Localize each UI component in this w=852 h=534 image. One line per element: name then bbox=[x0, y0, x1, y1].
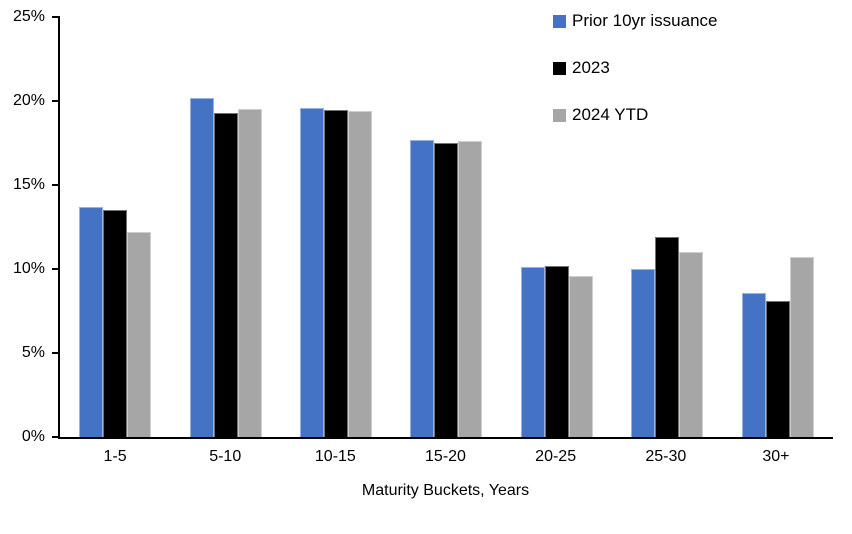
legend-swatch-icon bbox=[553, 61, 566, 75]
y-tick-mark bbox=[52, 100, 60, 102]
legend-label: 2024 YTD bbox=[572, 105, 649, 124]
bar-2023 bbox=[544, 265, 569, 437]
y-tick-mark bbox=[52, 352, 60, 354]
legend-label: 2023 bbox=[572, 58, 610, 77]
y-axis: 0% 5% 10% 15% 20% 25% bbox=[0, 8, 60, 445]
bar-group-15-20 bbox=[391, 17, 501, 437]
y-tick-mark bbox=[52, 436, 60, 438]
x-tick-label: 25-30 bbox=[645, 448, 687, 465]
legend-item: 2024 YTD bbox=[553, 104, 718, 126]
x-tick-label: 5-10 bbox=[209, 448, 242, 465]
bar-2023 bbox=[103, 210, 128, 437]
bar-2023 bbox=[655, 237, 680, 437]
bar-2023 bbox=[213, 112, 238, 437]
y-tick-label: 20% bbox=[12, 92, 45, 109]
x-tick-label: 10-15 bbox=[314, 448, 356, 465]
y-tick-mark bbox=[52, 268, 60, 270]
bar-group-10-15 bbox=[281, 17, 391, 437]
y-tick-label: 10% bbox=[12, 260, 45, 277]
bar-prior-10yr-issuance bbox=[631, 269, 656, 437]
y-tick-label: 15% bbox=[12, 176, 45, 193]
legend-item: 2023 bbox=[553, 57, 718, 79]
bar-prior-10yr-issuance bbox=[189, 97, 214, 437]
bar-prior-10yr-issuance bbox=[300, 107, 325, 437]
y-tick-mark bbox=[52, 184, 60, 186]
x-axis-labels: 1-5 5-10 10-15 15-20 20-25 25-30 30+ bbox=[60, 448, 831, 466]
legend-item: Prior 10yr issuance bbox=[553, 10, 718, 32]
bar-2024-ytd bbox=[348, 111, 373, 437]
x-tick-label: 15-20 bbox=[425, 448, 466, 465]
bar-group-30+ bbox=[723, 17, 833, 437]
bar-2023 bbox=[434, 143, 459, 437]
y-tick-label: 0% bbox=[21, 428, 45, 445]
bar-prior-10yr-issuance bbox=[520, 267, 545, 437]
bar-prior-10yr-issuance bbox=[410, 139, 435, 437]
bar-2023 bbox=[765, 300, 790, 437]
y-tick-label: 5% bbox=[21, 344, 45, 361]
bar-prior-10yr-issuance bbox=[741, 292, 766, 437]
legend-swatch-icon bbox=[553, 108, 566, 122]
bar-2024-ytd bbox=[237, 109, 262, 437]
legend-swatch-icon bbox=[553, 14, 566, 28]
bar-2024-ytd bbox=[458, 141, 483, 437]
bar-group-20-25 bbox=[502, 17, 612, 437]
x-tick-label: 20-25 bbox=[535, 448, 577, 465]
plot-area bbox=[58, 17, 833, 439]
legend-label: Prior 10yr issuance bbox=[572, 11, 718, 30]
bar-prior-10yr-issuance bbox=[79, 206, 104, 437]
bar-2024-ytd bbox=[789, 257, 814, 437]
bar-group-25-30 bbox=[612, 17, 722, 437]
bar-group-1-5 bbox=[60, 17, 170, 437]
bar-2024-ytd bbox=[679, 252, 704, 437]
legend: Prior 10yr issuance 2023 2024 YTD bbox=[553, 10, 718, 151]
bar-2023 bbox=[324, 110, 349, 437]
x-tick-label: 30+ bbox=[762, 448, 790, 465]
bar-2024-ytd bbox=[568, 275, 593, 437]
bar-2024-ytd bbox=[127, 232, 152, 437]
y-tick-label: 25% bbox=[12, 8, 45, 25]
x-tick-label: 1-5 bbox=[103, 448, 127, 465]
x-axis-title: Maturity Buckets, Years bbox=[361, 482, 530, 499]
bar-group-5-10 bbox=[170, 17, 280, 437]
y-tick-mark bbox=[52, 16, 60, 18]
bar-groups bbox=[60, 17, 833, 437]
